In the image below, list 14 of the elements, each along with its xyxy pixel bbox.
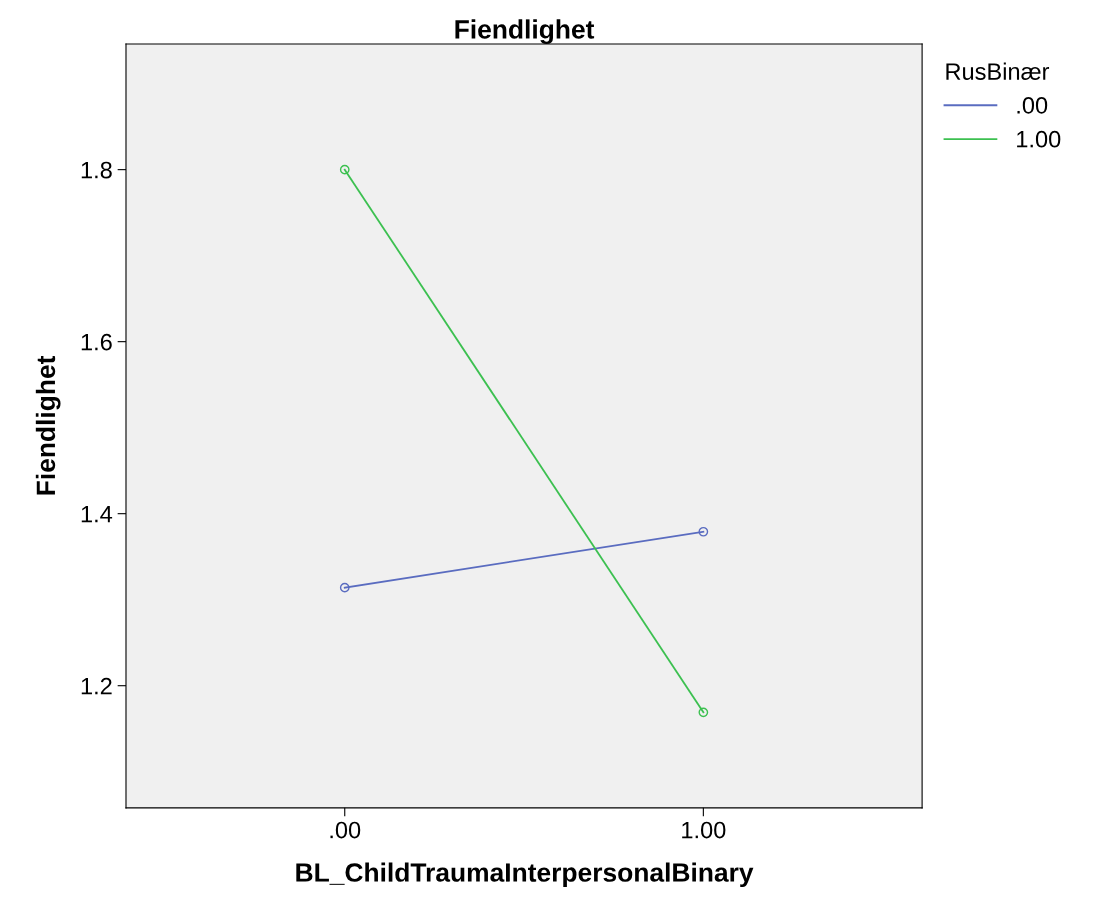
legend-label: 1.00 [1017, 130, 1061, 148]
legend-label: .00 [1017, 97, 1048, 114]
chart-title: Fiendlighet [455, 19, 595, 45]
point [339, 582, 350, 593]
y-axis-title: Fiendlighet [35, 355, 61, 495]
legend-title: RusBinær [946, 62, 1050, 80]
y-tick-label: 1.8 [81, 161, 112, 179]
point [698, 707, 709, 718]
y-tick-label: 1.6 [81, 333, 112, 351]
point [698, 526, 709, 537]
y-tick-label: 1.4 [81, 505, 113, 523]
y-tick-label: 1.2 [81, 677, 112, 695]
point [339, 164, 350, 175]
x-axis-title: BL_ChildTraumaInterpersonalBinary [296, 862, 754, 888]
